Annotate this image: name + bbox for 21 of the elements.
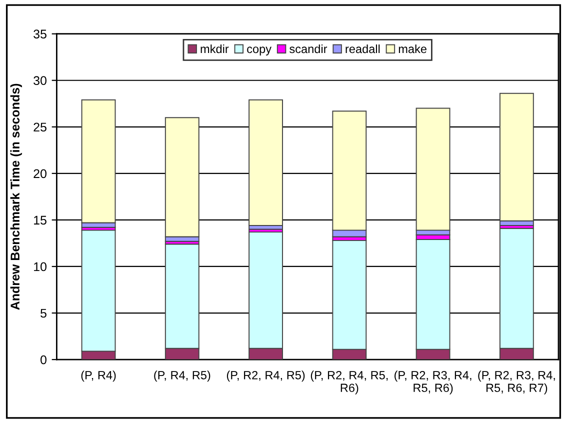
y-tick-label: 25	[34, 122, 46, 132]
legend-label: make	[398, 44, 426, 54]
y-tick-label: 10	[34, 262, 46, 272]
y-axis-title: Andrew Benchmark Time (in seconds)	[10, 84, 22, 310]
y-tick-label: 35	[34, 30, 46, 38]
x-tick-label: (P, R2, R4, R5)	[226, 370, 305, 382]
bar	[248, 99, 283, 226]
legend-label: copy	[247, 46, 272, 56]
x-tick-label: (P, R4, R5)	[154, 370, 210, 382]
x-tick-label: (P, R4)	[81, 370, 116, 382]
x-tick-label: (P, R2, R3, R4, R5, R6)	[394, 370, 472, 394]
y-tick-label: 15	[34, 216, 46, 225]
y-tick-label: 20	[34, 169, 46, 178]
legend-label: mkdir	[200, 44, 229, 54]
legend-label: readall	[346, 44, 380, 54]
y-tick-label: 0	[40, 355, 46, 364]
y-tick-label: 5	[40, 308, 46, 318]
legend-label: scandir	[290, 44, 328, 54]
y-tick-label: 30	[34, 76, 46, 86]
x-tick-label: (P, R2, R3, R4, R5, R6, R7)	[478, 370, 555, 394]
x-tick-label: (P, R2, R4, R5, R6)	[310, 370, 388, 394]
